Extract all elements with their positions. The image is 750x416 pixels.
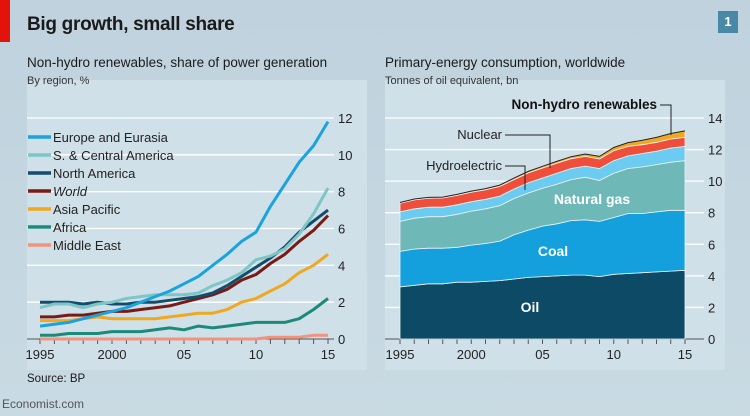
x-tick-label: 10	[249, 347, 263, 362]
y-tick-label: 2	[708, 300, 715, 315]
y-tick-label: 14	[708, 111, 722, 126]
legend-label: Middle East	[53, 238, 121, 253]
y-tick-label: 12	[708, 143, 722, 158]
series-line-africa	[40, 297, 329, 337]
y-tick-label: 6	[708, 237, 715, 252]
right-chart-subtitle: Tonnes of oil equivalent, bn	[385, 75, 519, 87]
label-coal: Coal	[538, 243, 568, 259]
x-tick-label: 2000	[457, 347, 486, 362]
y-tick-label: 0	[708, 332, 715, 347]
y-tick-label: 2	[338, 295, 345, 310]
right-chart-title: Primary-energy consumption, worldwide	[385, 55, 626, 70]
legend-label: World	[53, 184, 88, 199]
left-chart-title: Non-hydro renewables, share of power gen…	[27, 55, 328, 70]
left-chart-subtitle: By region, %	[27, 75, 90, 87]
legend-label: Europe and Eurasia	[53, 130, 169, 145]
x-tick-label: 10	[607, 347, 621, 362]
x-tick-label: 15	[678, 347, 692, 362]
y-tick-label: 4	[338, 258, 345, 273]
y-tick-label: 10	[708, 174, 722, 189]
legend-label: Asia Pacific	[53, 202, 121, 217]
label-nuclear: Nuclear	[457, 127, 502, 142]
series-line-asia-pacific	[40, 253, 329, 323]
leader-non-hydro-renewables	[660, 104, 672, 135]
x-tick-label: 1995	[386, 347, 415, 362]
y-tick-label: 10	[338, 148, 352, 163]
series-line-europe-and-eurasia	[39, 120, 330, 328]
chart-number-badge: 1	[718, 11, 738, 33]
legend-label: Africa	[53, 220, 87, 235]
series-line-middle-east	[40, 333, 328, 341]
chart-title: Big growth, small share	[27, 14, 235, 35]
x-tick-label: 1995	[26, 347, 55, 362]
series-line-world	[40, 214, 330, 319]
y-tick-label: 8	[338, 185, 345, 200]
label-hydroelectric: Hydroelectric	[426, 158, 502, 173]
series-line-s-central-america	[39, 187, 330, 310]
legend-label: S. & Central America	[53, 148, 174, 163]
legend-label: North America	[53, 166, 136, 181]
leader-nuclear	[505, 134, 551, 168]
x-tick-label: 05	[535, 347, 549, 362]
label-non-hydro-renewables: Non-hydro renewables	[511, 97, 657, 112]
label-oil: Oil	[521, 299, 540, 315]
y-tick-label: 4	[708, 269, 715, 284]
x-tick-label: 05	[177, 347, 191, 362]
y-tick-label: 8	[708, 206, 715, 221]
brand-footer: Economist.com	[2, 397, 85, 411]
x-tick-label: 15	[321, 347, 335, 362]
total-outline	[399, 130, 686, 203]
y-tick-label: 12	[338, 111, 352, 126]
label-natural-gas: Natural gas	[554, 191, 630, 207]
source-note: Source: BP	[27, 373, 86, 385]
leader-hydroelectric	[505, 165, 526, 190]
brand-red-tab	[0, 0, 10, 42]
y-tick-label: 0	[338, 332, 345, 347]
x-tick-label: 2000	[98, 347, 127, 362]
y-tick-label: 6	[338, 222, 345, 237]
